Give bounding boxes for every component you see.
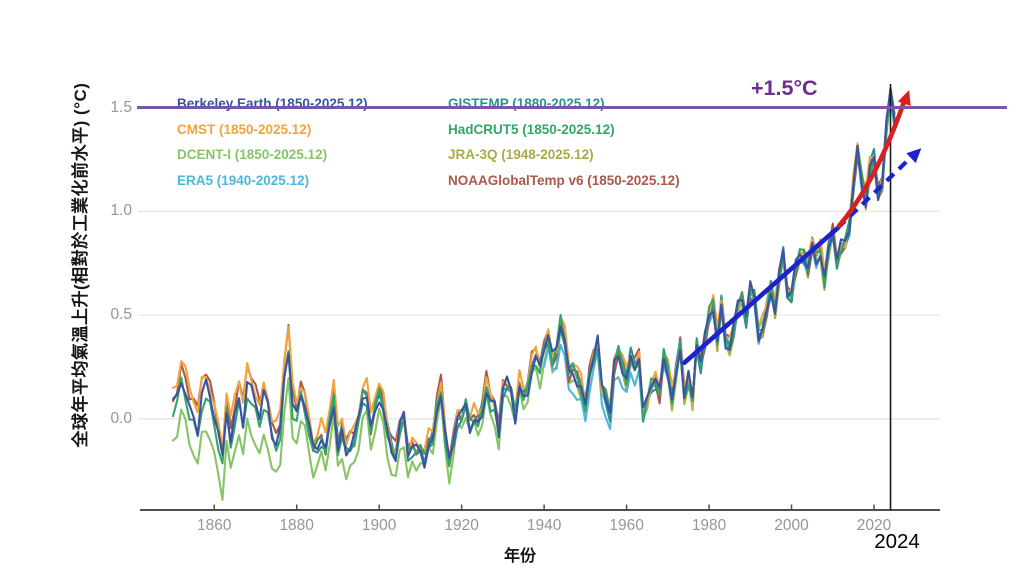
red-trend-curve — [836, 97, 908, 229]
legend-item-cmst: CMST (1850-2025.12) — [177, 121, 312, 137]
x-tick-label-1900: 1900 — [361, 517, 397, 534]
x-tick-label-1960: 1960 — [609, 517, 644, 534]
series-line-era5 — [543, 93, 896, 431]
y-tick-label-0.5: 0.5 — [110, 306, 132, 324]
legend-item-noaaglobaltemp: NOAAGlobalTemp v6 (1850-2025.12) — [448, 172, 680, 188]
x-tick-label-2000: 2000 — [774, 517, 809, 534]
y-axis-title: 全球年平均氣溫上升(相對於工業化前水平) (°C) — [71, 82, 90, 448]
red-trend-arrowhead — [897, 90, 911, 106]
y-tick-label-1.0: 1.0 — [110, 202, 132, 220]
threshold-1p5c-label: +1.5°C — [751, 76, 818, 100]
x-tick-label-1980: 1980 — [691, 517, 727, 534]
series-line-gistemp — [295, 92, 896, 464]
x-tick-label-1860: 1860 — [196, 517, 232, 534]
x-axis-title: 年份 — [504, 548, 537, 565]
blue-trend-dashed — [836, 149, 919, 230]
legend-item-hadcrut5: HadCRUT5 (1850-2025.12) — [448, 121, 615, 137]
y-tick-label-0.0: 0.0 — [110, 409, 132, 427]
x-tick-label-2020: 2020 — [856, 517, 892, 534]
series-line-cmst — [171, 96, 896, 468]
y-tick-label-1.5: 1.5 — [110, 98, 132, 116]
threshold-1p5c-line — [137, 106, 1007, 109]
series-line-berkeley-earth — [171, 88, 896, 469]
year-2024-label: 2024 — [874, 530, 920, 553]
legend-item-jra-3q: JRA-3Q (1948-2025.12) — [448, 147, 594, 162]
blue-trend-arrowhead — [906, 148, 922, 164]
x-tick-label-1940: 1940 — [526, 517, 562, 534]
legend-item-era5: ERA5 (1940-2025.12) — [177, 172, 310, 188]
x-tick-label-1920: 1920 — [444, 517, 479, 534]
legend-item-dcent-i: DCENT-I (1850-2025.12) — [177, 147, 328, 162]
blue-trend-solid — [682, 225, 841, 366]
x-tick-label-1880: 1880 — [279, 517, 314, 534]
